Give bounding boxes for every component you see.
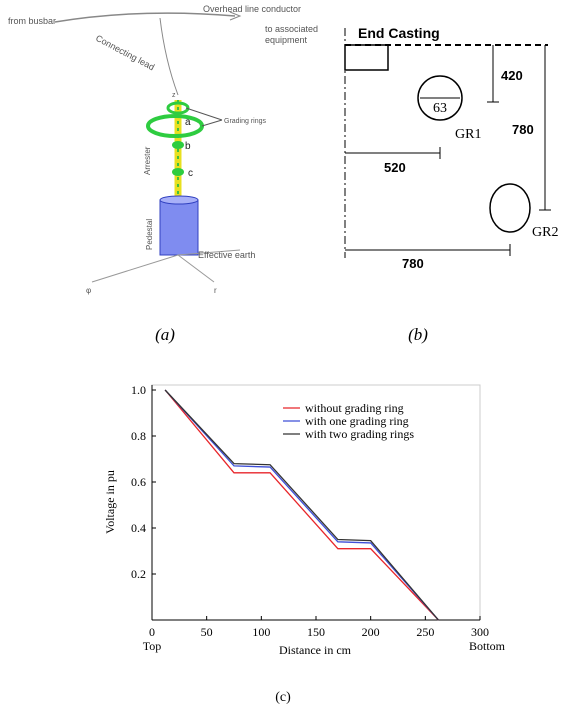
legend-label: with one grading ring xyxy=(305,414,409,428)
series-line xyxy=(164,389,439,621)
x-tick-label: 250 xyxy=(416,625,434,639)
diagram-a xyxy=(54,11,242,283)
legend-label: with two grading rings xyxy=(305,427,414,441)
label: z xyxy=(172,92,176,99)
x-axis-label: Distance in cm xyxy=(279,643,352,657)
label: Arrester xyxy=(143,146,152,175)
x-tick-label: 200 xyxy=(362,625,380,639)
x-tick-label: 100 xyxy=(252,625,270,639)
label: r xyxy=(214,286,217,295)
arrow-head xyxy=(229,11,242,21)
label: b xyxy=(185,141,191,152)
label: GR2 xyxy=(532,225,558,240)
pedestal-top xyxy=(159,195,199,205)
y-tick-label: 1.0 xyxy=(131,383,146,397)
y-tick-label: 0.2 xyxy=(131,567,146,581)
chart: Voltage in pu Distance in cm Top Bottom … xyxy=(103,383,506,705)
node xyxy=(172,168,184,176)
label: 780 xyxy=(402,256,424,271)
x-end-label: Bottom xyxy=(469,639,506,653)
y-tick-label: 0.8 xyxy=(131,429,146,443)
leader xyxy=(185,107,223,121)
caption: (a) xyxy=(155,325,175,344)
label: Overhead line conductor xyxy=(203,4,301,14)
caption: (b) xyxy=(408,325,428,344)
label: Effective earth xyxy=(198,250,255,260)
pedestal-body xyxy=(159,199,199,256)
end-casting xyxy=(344,44,389,71)
axis xyxy=(177,254,215,283)
series-line xyxy=(164,389,439,621)
y-tick-label: 0.4 xyxy=(131,521,146,535)
label: a xyxy=(185,117,191,128)
label: GR1 xyxy=(455,127,481,142)
caption: (c) xyxy=(275,690,291,705)
ring-gr2 xyxy=(489,183,531,233)
conductor-line xyxy=(54,12,236,23)
series-line xyxy=(164,389,439,621)
label: φ xyxy=(86,286,91,295)
node xyxy=(172,141,184,149)
axis xyxy=(91,254,179,283)
x-tick-label: 300 xyxy=(471,625,489,639)
label: equipment xyxy=(265,35,308,45)
y-axis-label: Voltage in pu xyxy=(103,470,117,534)
label: 63 xyxy=(433,101,447,116)
x-start-label: Top xyxy=(143,639,162,653)
axis xyxy=(177,249,241,256)
label: from busbar xyxy=(8,16,56,26)
x-tick-label: 0 xyxy=(149,625,155,639)
ring-small xyxy=(166,101,190,115)
x-tick-label: 150 xyxy=(307,625,325,639)
y-tick-label: 0.6 xyxy=(131,475,146,489)
ring-gr1 xyxy=(417,75,463,121)
leader xyxy=(201,119,223,127)
lead-line xyxy=(159,17,179,96)
label: Pedestal xyxy=(145,219,154,250)
label: to associated xyxy=(265,24,318,34)
label: Connecting lead xyxy=(94,33,156,72)
legend-label: without grading ring xyxy=(305,401,404,415)
x-tick-label: 50 xyxy=(201,625,213,639)
diagram-b xyxy=(344,28,551,258)
label: 520 xyxy=(384,160,406,175)
label: 780 xyxy=(512,122,534,137)
label: End Casting xyxy=(358,25,440,41)
label: c xyxy=(188,168,193,179)
label: 420 xyxy=(501,68,523,83)
label: Grading rings xyxy=(224,118,267,125)
